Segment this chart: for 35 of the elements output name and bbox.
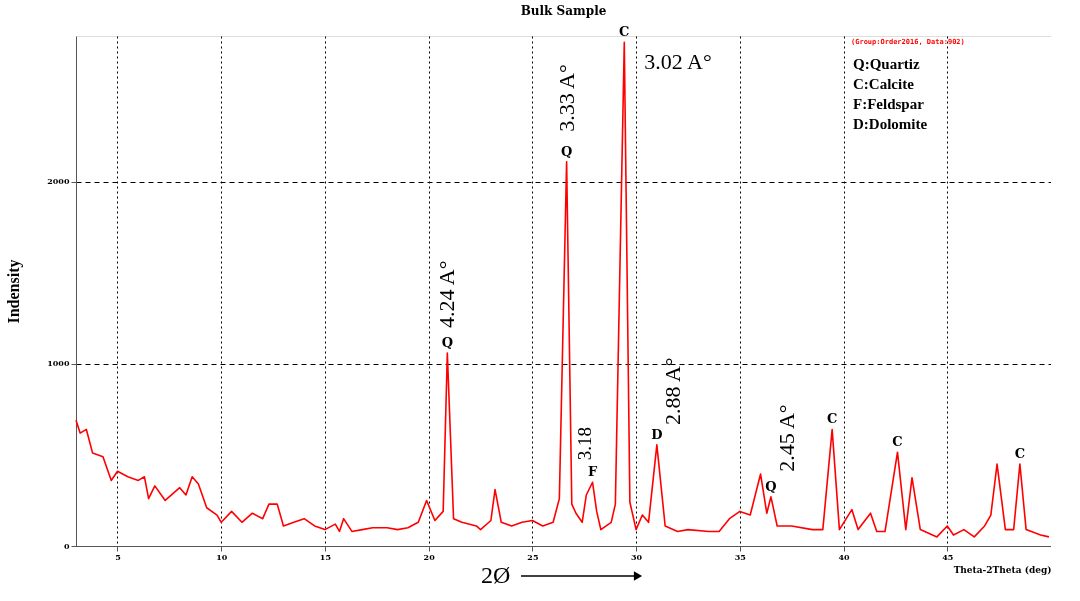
annotation: Q: [560, 143, 573, 159]
annotation: Q: [765, 478, 777, 494]
annotation: C:Calcite: [853, 76, 915, 92]
annotation: 4.24 A°: [434, 260, 460, 328]
y-tick-label: 2000: [47, 176, 70, 187]
annotation: Q: [441, 334, 453, 350]
annotation: D:Dolomite: [853, 116, 928, 132]
y-tick-label: 0: [63, 540, 70, 551]
x-tick-label: 35: [734, 551, 746, 562]
text: 2Ø: [481, 562, 511, 588]
annotation: 3.33 A°: [553, 64, 579, 132]
y-tick-label: 1000: [47, 358, 70, 369]
y-axis-title: Indensity: [5, 259, 24, 324]
annotation: F: [587, 464, 598, 480]
chart-title: Bulk Sample: [520, 4, 607, 19]
x-tick-label: 45: [942, 551, 954, 562]
annotation: 2.88 A°: [659, 357, 685, 425]
x-tick-label: 40: [838, 551, 851, 562]
x-tick-label: 30: [631, 551, 643, 562]
annotation: C: [619, 24, 630, 40]
x-tick-label: 5: [115, 551, 121, 562]
x-axis-title: Theta-2Theta (deg): [953, 564, 1052, 575]
annotation: F:Feldspar: [853, 96, 925, 112]
x-tick-label: 15: [319, 551, 332, 562]
annotation: 3.02 A°: [644, 49, 712, 75]
annotation: D: [651, 426, 663, 442]
x-tick-label: 10: [216, 551, 228, 562]
x-tick-label: 25: [527, 551, 539, 562]
annotation: 3.18: [573, 427, 595, 461]
x-tick-label: 20: [423, 551, 436, 562]
annotation: 2.45 A°: [773, 404, 799, 472]
annotation: C: [826, 411, 838, 427]
annotation: Q:Quartiz: [853, 56, 920, 72]
annotation: C: [1014, 446, 1026, 462]
annotation: C: [892, 434, 903, 450]
